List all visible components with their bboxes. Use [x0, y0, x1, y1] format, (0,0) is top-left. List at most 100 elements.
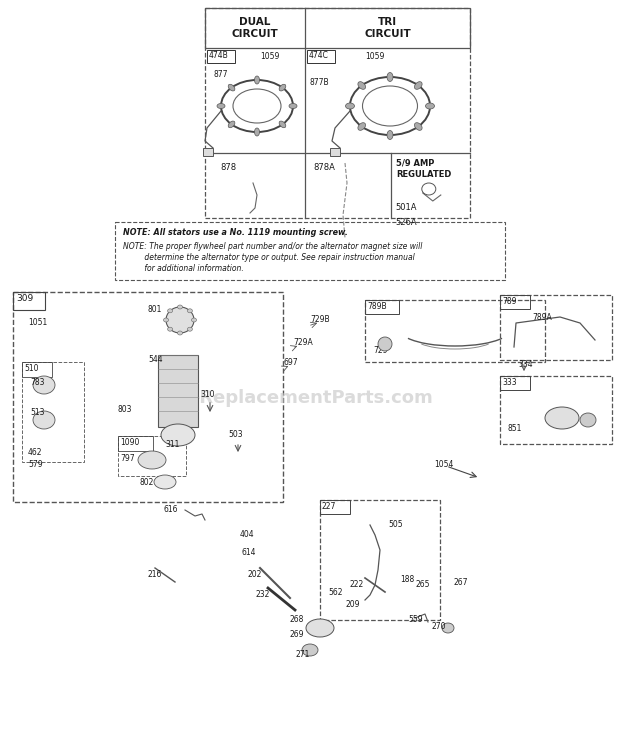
Ellipse shape: [545, 407, 579, 429]
Text: 5/9 AMP: 5/9 AMP: [396, 159, 434, 168]
Ellipse shape: [254, 76, 260, 84]
Bar: [500, 295, 530, 309]
Text: 1059: 1059: [260, 52, 280, 61]
Text: 877: 877: [213, 70, 228, 79]
Ellipse shape: [279, 84, 286, 91]
Ellipse shape: [414, 123, 422, 130]
Text: 729B: 729B: [310, 315, 330, 324]
Ellipse shape: [228, 84, 235, 91]
Bar: [118, 436, 186, 476]
Text: 188: 188: [400, 575, 414, 584]
Ellipse shape: [164, 318, 169, 322]
Ellipse shape: [414, 82, 422, 89]
Text: 797: 797: [120, 454, 135, 463]
Text: 526A: 526A: [396, 218, 417, 227]
Text: 510: 510: [24, 364, 38, 373]
Bar: [13, 292, 45, 310]
Text: 1090: 1090: [120, 438, 140, 447]
Ellipse shape: [387, 72, 393, 82]
Ellipse shape: [33, 376, 55, 394]
Ellipse shape: [187, 309, 192, 312]
Text: REGULATED: REGULATED: [396, 170, 451, 179]
Ellipse shape: [177, 305, 182, 309]
Text: DUAL
CIRCUIT: DUAL CIRCUIT: [232, 17, 278, 39]
Text: 269: 269: [290, 630, 304, 639]
Text: 1059: 1059: [365, 52, 384, 61]
Text: 783: 783: [30, 378, 45, 387]
Text: 474B: 474B: [209, 51, 229, 60]
Text: 270: 270: [432, 622, 446, 631]
Bar: [22, 362, 84, 462]
Text: 474C: 474C: [309, 51, 329, 60]
Bar: [365, 300, 545, 362]
Ellipse shape: [289, 103, 297, 109]
Text: 333: 333: [502, 378, 516, 387]
Text: 1054: 1054: [434, 460, 453, 469]
Text: 729: 729: [373, 346, 388, 355]
Text: 616: 616: [163, 505, 177, 514]
Text: determine the alternator type or output. See repair instruction manual: determine the alternator type or output.…: [123, 253, 415, 262]
Ellipse shape: [228, 121, 235, 128]
Bar: [118, 436, 153, 451]
Text: 562: 562: [328, 588, 342, 597]
Text: 271: 271: [295, 650, 309, 659]
Bar: [365, 300, 399, 314]
Text: 513: 513: [30, 408, 45, 417]
Ellipse shape: [302, 644, 318, 656]
Text: 579: 579: [28, 460, 43, 469]
Bar: [320, 500, 350, 514]
Text: 544: 544: [148, 355, 162, 364]
Text: 209: 209: [345, 600, 360, 609]
Bar: [320, 500, 440, 620]
Text: 309: 309: [16, 294, 33, 303]
Ellipse shape: [279, 121, 286, 128]
Text: 501A: 501A: [396, 203, 417, 212]
Ellipse shape: [166, 307, 194, 333]
Text: 878: 878: [220, 163, 236, 172]
Bar: [500, 376, 530, 390]
Bar: [205, 8, 470, 218]
Bar: [13, 292, 283, 502]
Text: 729A: 729A: [293, 338, 312, 347]
Text: 789: 789: [502, 297, 516, 306]
Ellipse shape: [358, 82, 366, 89]
Text: 877B: 877B: [310, 78, 330, 87]
Bar: [307, 50, 335, 63]
Ellipse shape: [580, 413, 596, 427]
Text: 697: 697: [284, 358, 299, 367]
Bar: [500, 295, 612, 360]
Ellipse shape: [192, 318, 197, 322]
Bar: [330, 148, 340, 156]
Ellipse shape: [358, 123, 366, 130]
Text: eReplacementParts.com: eReplacementParts.com: [187, 389, 433, 407]
Text: 802: 802: [140, 478, 154, 487]
Ellipse shape: [306, 619, 334, 637]
Text: 311: 311: [165, 440, 179, 449]
Text: 404: 404: [240, 530, 255, 539]
Text: 222: 222: [350, 580, 365, 589]
Circle shape: [378, 337, 392, 351]
Text: 801: 801: [148, 305, 162, 314]
Text: 614: 614: [242, 548, 257, 557]
Ellipse shape: [187, 327, 192, 331]
Ellipse shape: [177, 331, 182, 335]
Text: 878A: 878A: [313, 163, 335, 172]
Bar: [22, 362, 52, 377]
Text: 267: 267: [454, 578, 469, 587]
Text: 789A: 789A: [532, 313, 552, 322]
Text: 851: 851: [508, 424, 523, 433]
Ellipse shape: [167, 309, 172, 312]
Text: 803: 803: [118, 405, 133, 414]
Text: 789B: 789B: [367, 302, 387, 311]
Text: 503: 503: [228, 430, 242, 439]
Bar: [207, 50, 235, 63]
Bar: [205, 8, 470, 48]
Text: 505: 505: [388, 520, 402, 529]
Ellipse shape: [154, 475, 176, 489]
Bar: [500, 376, 612, 444]
Ellipse shape: [387, 130, 393, 139]
Text: 202: 202: [248, 570, 262, 579]
Text: 265: 265: [415, 580, 430, 589]
Text: 310: 310: [200, 390, 215, 399]
Text: 559: 559: [408, 615, 423, 624]
